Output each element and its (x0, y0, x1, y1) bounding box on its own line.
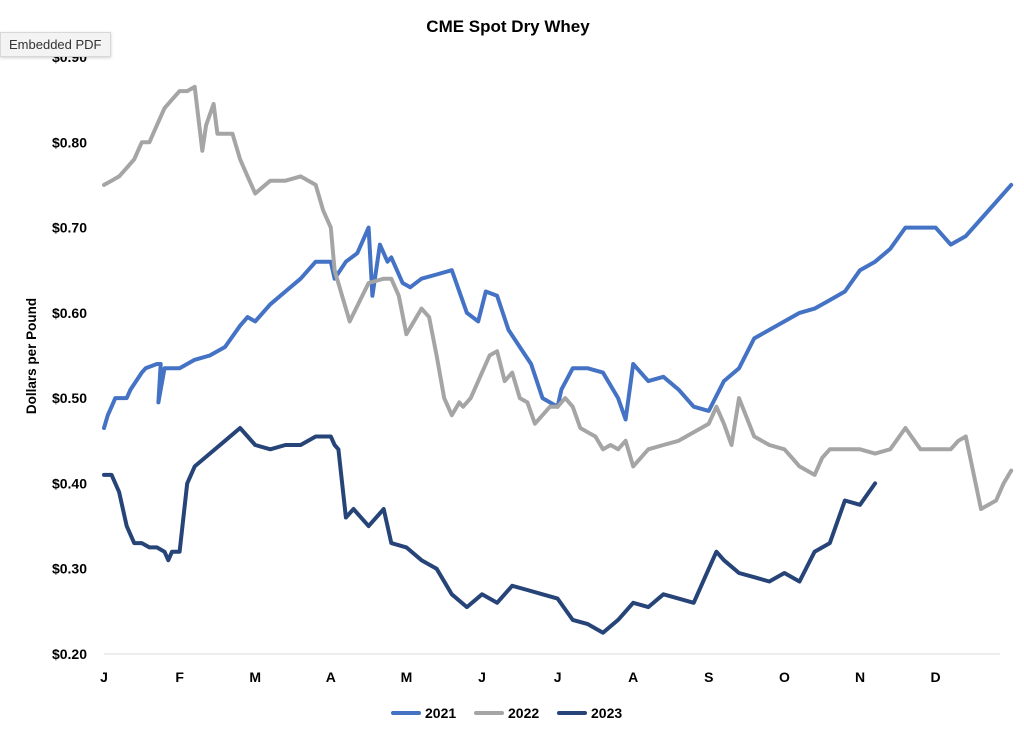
x-tick-label: M (401, 669, 413, 685)
series-line-2022 (102, 84, 1014, 511)
x-tick-label: O (779, 669, 790, 685)
legend-label: 2023 (591, 705, 622, 721)
y-tick-label: $0.30 (52, 561, 87, 577)
legend-item-2022: 2022 (474, 705, 539, 721)
y-tick-label: $0.40 (52, 475, 87, 491)
y-axis-label: Dollars per Pound (24, 298, 39, 414)
x-tick-label: D (931, 669, 941, 685)
y-tick-label: $0.80 (52, 134, 87, 150)
series-lines (102, 84, 1014, 635)
y-tick-label: $0.50 (52, 390, 87, 406)
x-tick-label: F (175, 669, 184, 685)
y-tick-label: $0.70 (52, 220, 87, 236)
legend-item-2021: 2021 (391, 705, 456, 721)
x-tick-label: S (704, 669, 713, 685)
legend: 2021 2022 2023 (391, 705, 622, 721)
x-tick-label: J (478, 669, 486, 685)
x-tick-label: J (554, 669, 562, 685)
y-axis-ticks: $0.90$0.80$0.70$0.60$0.50$0.40$0.30$0.20 (52, 49, 87, 662)
embedded-pdf-tooltip: Embedded PDF (0, 32, 111, 57)
legend-label: 2022 (508, 705, 539, 721)
legend-item-2023: 2023 (557, 705, 622, 721)
y-tick-label: $0.60 (52, 305, 87, 321)
chart-title: CME Spot Dry Whey (426, 17, 590, 36)
y-tick-label: $0.20 (52, 646, 87, 662)
legend-label: 2021 (425, 705, 456, 721)
x-tick-label: A (326, 669, 336, 685)
x-tick-label: N (855, 669, 865, 685)
x-tick-label: A (628, 669, 638, 685)
x-tick-label: M (249, 669, 261, 685)
series-line-2021 (102, 182, 1014, 430)
series-line-2023 (102, 426, 878, 635)
x-tick-label: J (100, 669, 108, 685)
